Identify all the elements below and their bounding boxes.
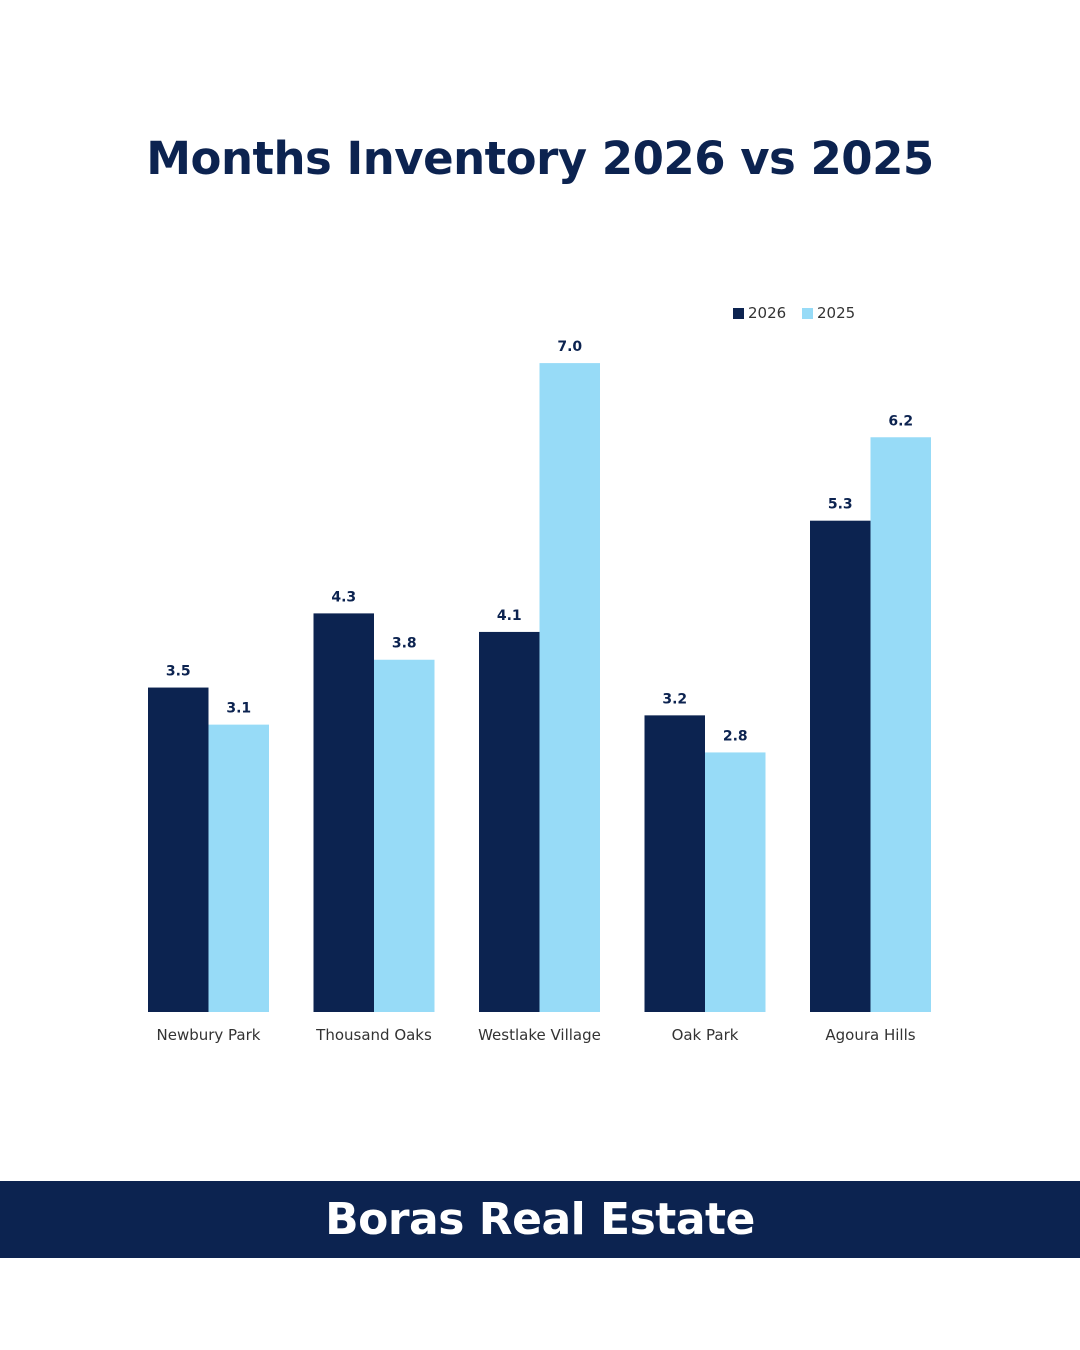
value-label-newbury-park-2025: 3.1 [226,701,251,717]
value-label-newbury-park-2026: 3.5 [166,664,191,680]
value-label-oak-park-2025: 2.8 [723,728,748,744]
bars [148,363,931,1013]
value-label-thousand-oaks-2026: 4.3 [331,589,356,605]
bar-newbury-park-2025 [208,724,269,1012]
category-label-newbury-park: Newbury Park [157,1026,261,1044]
value-label-thousand-oaks-2025: 3.8 [392,636,417,652]
bar-newbury-park-2026 [148,687,209,1012]
chart-title: Months Inventory 2026 vs 2025 [146,132,934,185]
value-label-agoura-hills-2026: 5.3 [828,497,853,513]
brand-name: Boras Real Estate [325,1194,755,1245]
bar-thousand-oaks-2026 [313,613,374,1012]
legend-swatch-2025 [802,308,813,319]
legend-label-2026: 2026 [748,304,786,322]
bar-westlake-village-2026 [479,631,540,1012]
value-label-oak-park-2026: 3.2 [662,691,687,707]
value-labels: 3.5 3.1 4.3 3.8 4.1 7.0 3.2 2.8 5.3 6.2 [166,339,913,744]
bar-agoura-hills-2026 [810,520,871,1012]
legend: 2026 2025 [733,304,855,322]
bar-thousand-oaks-2025 [374,659,435,1012]
category-labels: Newbury Park Thousand Oaks Westlake Villag… [157,1026,916,1044]
bar-westlake-village-2025 [539,363,600,1013]
category-label-westlake-village: Westlake Village [478,1026,601,1044]
category-label-oak-park: Oak Park [672,1026,739,1044]
value-label-agoura-hills-2025: 6.2 [888,413,913,429]
bar-agoura-hills-2025 [870,437,931,1012]
value-label-westlake-village-2025: 7.0 [557,339,582,355]
value-label-westlake-village-2026: 4.1 [497,608,522,624]
bar-oak-park-2025 [705,752,766,1012]
legend-label-2025: 2025 [817,304,855,322]
footer-banner: Boras Real Estate [0,1181,1080,1258]
category-label-thousand-oaks: Thousand Oaks [315,1026,432,1044]
legend-swatch-2026 [733,308,744,319]
bar-chart: 2026 2025 3.53.14.33.84.17.03.22.85.36.2 … [148,304,931,1044]
category-label-agoura-hills: Agoura Hills [825,1026,915,1044]
bar-oak-park-2026 [644,715,705,1012]
